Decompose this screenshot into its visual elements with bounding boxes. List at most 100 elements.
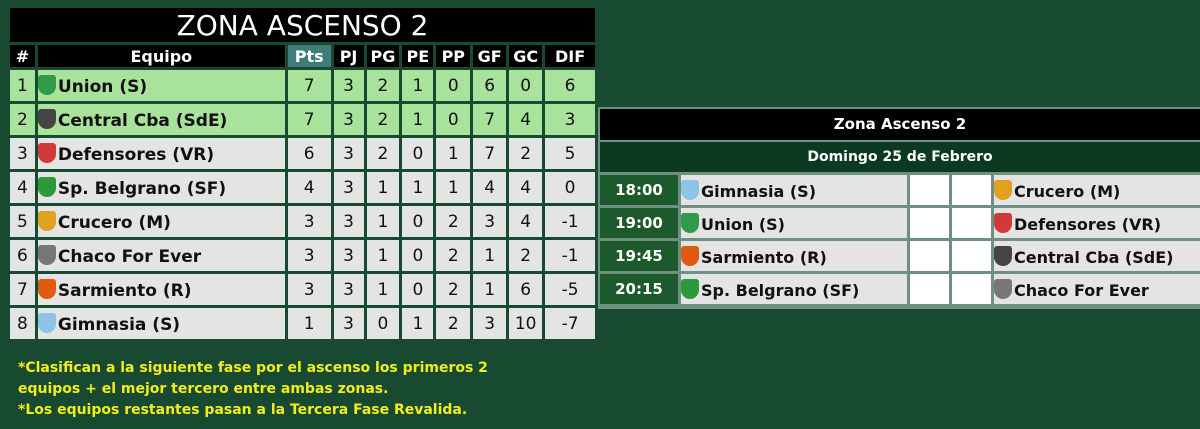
match-time: 19:45 <box>600 241 678 271</box>
column-header-pj: PJ <box>333 45 364 67</box>
team-name: Defensores (VR) <box>1014 214 1162 234</box>
pts-cell: 3 <box>287 274 331 305</box>
pe-cell: 0 <box>402 274 434 305</box>
away-team: Crucero (M) <box>991 175 1200 205</box>
pj-cell: 3 <box>333 172 364 203</box>
team-name: Central Cba (SdE) <box>1014 247 1174 267</box>
standings-row: 5 Crucero (M) 3 3 1 0 2 3 4 -1 <box>10 206 595 237</box>
pg-cell: 1 <box>366 206 400 237</box>
pg-cell: 1 <box>366 274 400 305</box>
home-team: Gimnasia (S) <box>678 175 907 205</box>
standings-panel: ZONA ASCENSO 2 # Equipo Pts PJ PG PE PP GF GC DIF… <box>10 8 595 342</box>
pos-cell: 6 <box>10 240 35 271</box>
pp-cell: 0 <box>436 104 471 135</box>
pe-cell: 1 <box>402 70 434 101</box>
standings-row: 8 Gimnasia (S) 1 3 0 1 2 3 10 -7 <box>10 308 595 339</box>
team-name: Crucero (M) <box>57 212 171 233</box>
home-score <box>907 274 949 304</box>
pe-cell: 1 <box>402 308 434 339</box>
gc-cell: 6 <box>509 274 543 305</box>
pg-cell: 2 <box>366 70 400 101</box>
dif-cell: 6 <box>545 70 595 101</box>
pe-cell: 0 <box>402 240 434 271</box>
fixture-row: 19:00 Union (S) Defensores (VR) <box>600 208 1200 238</box>
team-crest-icon <box>37 142 56 163</box>
gf-cell: 1 <box>473 274 507 305</box>
pos-cell: 4 <box>10 172 35 203</box>
home-team: Sp. Belgrano (SF) <box>678 274 907 304</box>
team-crest-icon <box>994 212 1012 233</box>
dif-cell: -5 <box>545 274 595 305</box>
team-crest-icon <box>37 108 56 129</box>
fixtures-panel: Zona Ascenso 2 Domingo 25 de Febrero 18:… <box>598 107 1200 309</box>
team-name: Sarmiento (R) <box>701 247 827 267</box>
team-cell: Union (S) <box>37 70 285 101</box>
pp-cell: 0 <box>436 70 471 101</box>
column-header-gf: GF <box>473 45 507 67</box>
pg-cell: 2 <box>366 138 400 169</box>
home-team: Union (S) <box>678 208 907 238</box>
column-header-gc: GC <box>509 45 543 67</box>
team-cell: Sarmiento (R) <box>37 274 285 305</box>
away-team: Central Cba (SdE) <box>991 241 1200 271</box>
pg-cell: 1 <box>366 240 400 271</box>
standings-table: # Equipo Pts PJ PG PE PP GF GC DIF 1 Union (S) 7 3 2 1… <box>7 42 598 342</box>
pj-cell: 3 <box>333 138 364 169</box>
team-name: Sp. Belgrano (SF) <box>57 178 227 199</box>
pp-cell: 1 <box>436 138 471 169</box>
dif-cell: -1 <box>545 206 595 237</box>
pts-cell: 3 <box>287 206 331 237</box>
team-cell: Chaco For Ever <box>37 240 285 271</box>
pg-cell: 2 <box>366 104 400 135</box>
standings-row: 6 Chaco For Ever 3 3 1 0 2 1 2 -1 <box>10 240 595 271</box>
pp-cell: 2 <box>436 308 471 339</box>
pos-cell: 1 <box>10 70 35 101</box>
note-line: equipos + el mejor tercero entre ambas z… <box>18 381 389 397</box>
pp-cell: 1 <box>436 172 471 203</box>
gf-cell: 3 <box>473 206 507 237</box>
gf-cell: 3 <box>473 308 507 339</box>
team-cell: Sp. Belgrano (SF) <box>37 172 285 203</box>
gc-cell: 10 <box>509 308 543 339</box>
standings-row: 1 Union (S) 7 3 2 1 0 6 0 6 <box>10 70 595 101</box>
team-name: Gimnasia (S) <box>57 314 181 335</box>
pos-cell: 3 <box>10 138 35 169</box>
away-score <box>949 241 991 271</box>
gf-cell: 7 <box>473 138 507 169</box>
team-name: Chaco For Ever <box>57 246 202 267</box>
team-crest-icon <box>37 74 56 95</box>
team-name: Sp. Belgrano (SF) <box>701 280 860 300</box>
pos-cell: 2 <box>10 104 35 135</box>
pp-cell: 2 <box>436 274 471 305</box>
match-time: 19:00 <box>600 208 678 238</box>
pos-cell: 7 <box>10 274 35 305</box>
fixture-row: 20:15 Sp. Belgrano (SF) Chaco For Ever <box>600 274 1200 304</box>
column-header-pp: PP <box>436 45 471 67</box>
home-score <box>907 241 949 271</box>
note-line: *Clasifican a la siguiente fase por el a… <box>18 360 488 376</box>
pe-cell: 0 <box>402 206 434 237</box>
standings-row: 4 Sp. Belgrano (SF) 4 3 1 1 1 4 4 0 <box>10 172 595 203</box>
pj-cell: 3 <box>333 274 364 305</box>
dif-cell: -1 <box>545 240 595 271</box>
gc-cell: 4 <box>509 172 543 203</box>
gc-cell: 2 <box>509 138 543 169</box>
fixture-row: 18:00 Gimnasia (S) Crucero (M) <box>600 175 1200 205</box>
pg-cell: 1 <box>366 172 400 203</box>
fixtures-date: Domingo 25 de Febrero <box>600 142 1200 172</box>
pj-cell: 3 <box>333 240 364 271</box>
team-crest-icon <box>37 244 56 265</box>
team-name: Sarmiento (R) <box>57 280 192 301</box>
gc-cell: 2 <box>509 240 543 271</box>
pos-cell: 5 <box>10 206 35 237</box>
team-crest-icon <box>681 212 699 233</box>
pj-cell: 3 <box>333 308 364 339</box>
gf-cell: 6 <box>473 70 507 101</box>
away-score <box>949 208 991 238</box>
home-team: Sarmiento (R) <box>678 241 907 271</box>
match-time: 20:15 <box>600 274 678 304</box>
away-team: Defensores (VR) <box>991 208 1200 238</box>
column-header-dif: DIF <box>545 45 595 67</box>
team-crest-icon <box>994 179 1012 200</box>
team-crest-icon <box>994 245 1012 266</box>
